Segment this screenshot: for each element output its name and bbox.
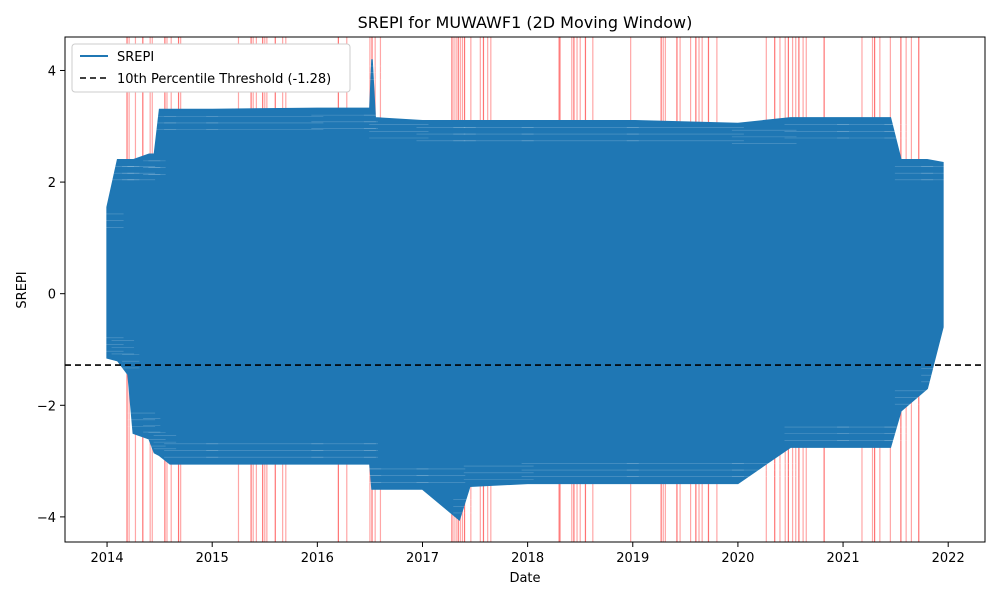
legend-box: [71, 43, 351, 93]
series-srepi: [101, 59, 949, 521]
y-tick-label: 4: [48, 64, 56, 79]
x-tick-label: 2015: [196, 551, 229, 566]
y-tick-label: 0: [48, 288, 56, 303]
x-tick-label: 2018: [511, 551, 544, 566]
x-tick-label: 2016: [301, 551, 334, 566]
plot-frame: [64, 36, 986, 543]
x-axis: 2014 2015 2016 2017 2018 2019 2020 2021 2022: [91, 542, 965, 566]
y-axis-label: SREPI: [15, 271, 30, 308]
x-tick-label: 2022: [932, 551, 965, 566]
x-axis-label: Date: [509, 571, 540, 586]
srepi-envelope: [106, 59, 944, 521]
chart-title: SREPI for MUWAWF1 (2D Moving Window): [358, 13, 693, 32]
legend: SREPI 10th Percentile Threshold (-1.28): [71, 43, 351, 93]
y-tick-label: −2: [37, 399, 56, 414]
y-tick-label: −4: [37, 511, 56, 526]
y-axis: −4 −2 0 2 4: [37, 64, 65, 526]
x-tick-label: 2020: [721, 551, 754, 566]
x-tick-label: 2017: [406, 551, 439, 566]
x-tick-label: 2021: [827, 551, 860, 566]
legend-label-threshold: 10th Percentile Threshold (-1.28): [117, 72, 331, 87]
legend-label-srepi: SREPI: [117, 50, 154, 65]
x-tick-label: 2014: [91, 551, 124, 566]
x-tick-label: 2019: [616, 551, 649, 566]
y-tick-label: 2: [48, 176, 56, 191]
